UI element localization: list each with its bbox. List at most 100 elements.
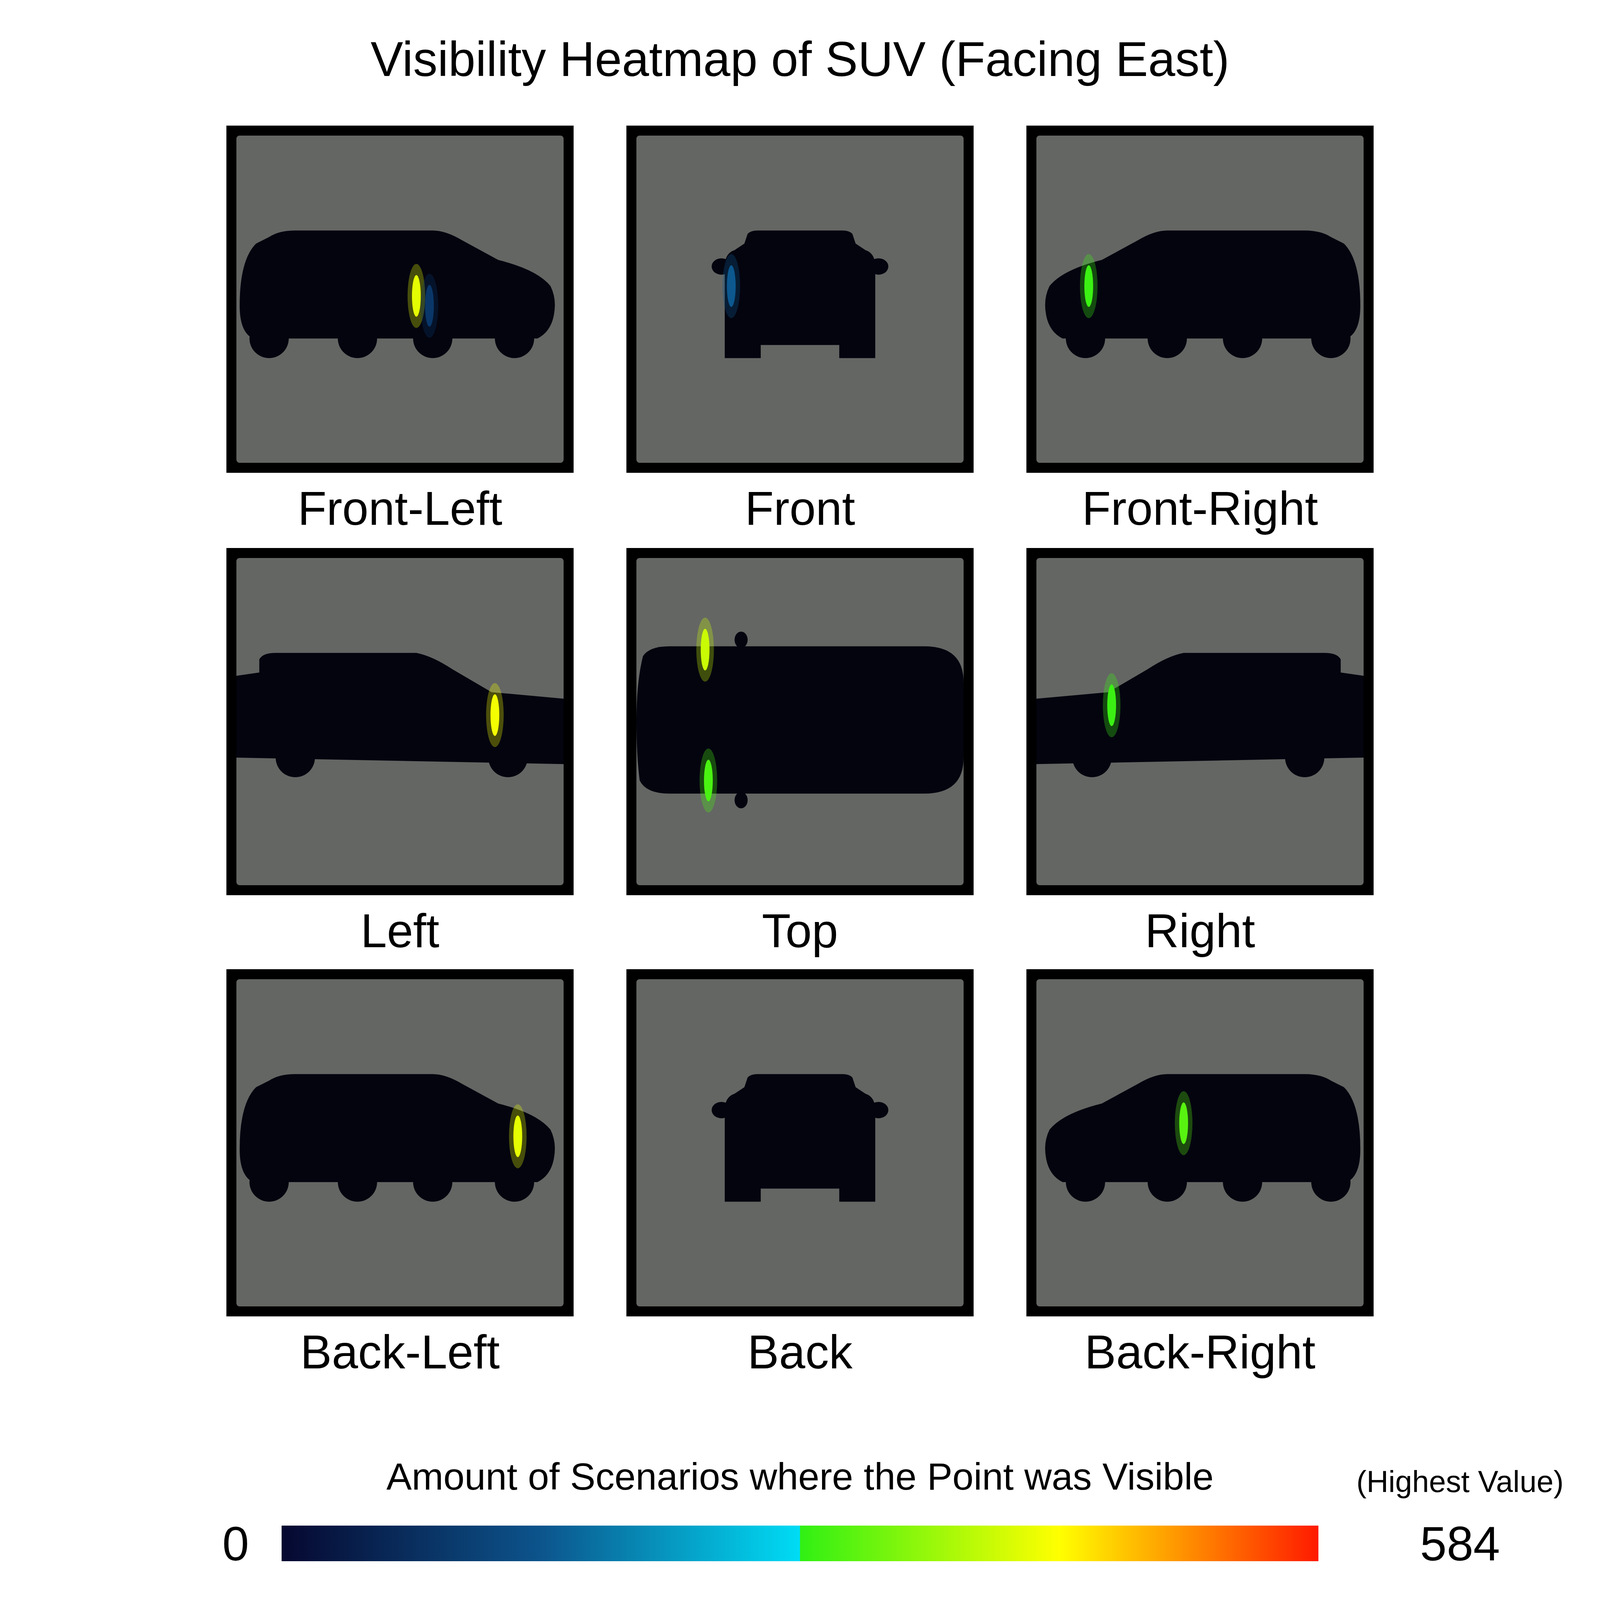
figure: Visibility Heatmap of SUV (Facing East) F… xyxy=(0,0,1600,1600)
car xyxy=(711,230,889,358)
panel-frame xyxy=(226,548,574,896)
wheel xyxy=(1147,318,1187,358)
wheel xyxy=(1222,1162,1262,1202)
hotspot-glow xyxy=(699,748,718,813)
panel-label: Back-Left xyxy=(300,1325,500,1379)
panel-content xyxy=(636,617,964,813)
wheel xyxy=(338,318,378,358)
panel xyxy=(1026,548,1374,896)
panel-background xyxy=(1036,558,1364,886)
car xyxy=(239,1074,555,1202)
hotspot xyxy=(1107,684,1116,726)
wheel xyxy=(1285,738,1325,778)
hotspot-glow xyxy=(1174,1091,1193,1156)
panel-label: Back-Right xyxy=(1084,1325,1316,1379)
panel-content xyxy=(239,1074,555,1202)
hotspot-glow xyxy=(696,617,714,682)
wheel xyxy=(1066,318,1106,358)
panel-label: Left xyxy=(360,904,440,958)
wheel xyxy=(494,318,534,358)
hotspot-glow xyxy=(722,254,740,318)
wheel xyxy=(249,1162,289,1202)
panel xyxy=(626,969,974,1317)
panel-background xyxy=(236,558,564,886)
mirror xyxy=(734,631,748,648)
panel-frame xyxy=(226,969,574,1317)
car xyxy=(239,230,555,358)
panel-background xyxy=(636,558,964,886)
colorbar xyxy=(281,1525,1319,1562)
car xyxy=(1045,1074,1361,1202)
hotspot xyxy=(704,759,713,802)
panel-content xyxy=(236,652,564,778)
hotspot xyxy=(1179,1102,1188,1144)
car-body xyxy=(724,1074,876,1202)
wheel xyxy=(249,318,289,358)
panel-content xyxy=(239,230,555,358)
panel-frame xyxy=(626,548,974,896)
mirror xyxy=(868,1102,889,1119)
panel-background xyxy=(1036,135,1364,463)
wheel xyxy=(494,1162,534,1202)
panel-label: Front-Right xyxy=(1082,482,1318,535)
wheel xyxy=(338,1162,378,1202)
panel xyxy=(226,969,574,1317)
panel xyxy=(226,125,574,473)
panel-frame xyxy=(226,125,574,473)
panel-frame xyxy=(1026,125,1374,473)
hotspot xyxy=(513,1115,522,1158)
wheel xyxy=(1066,1162,1106,1202)
car xyxy=(1036,652,1364,778)
title: Visibility Heatmap of SUV (Facing East) xyxy=(370,32,1230,87)
car-mirrored xyxy=(1045,230,1361,358)
panel-frame xyxy=(626,125,974,473)
colorbar-note: (Highest Value) xyxy=(1356,1464,1564,1499)
panel-label: Right xyxy=(1144,904,1255,958)
hotspot xyxy=(1084,265,1094,307)
wheel xyxy=(1311,1162,1351,1202)
hotspot-glow xyxy=(1080,254,1098,318)
hotspot-glow xyxy=(1102,673,1121,738)
panel-label: Back xyxy=(747,1325,853,1379)
panel-frame xyxy=(626,969,974,1317)
mirror xyxy=(868,258,889,275)
panel-background xyxy=(236,979,564,1307)
wheel xyxy=(1222,318,1262,358)
wheel xyxy=(1147,1162,1187,1202)
wheel xyxy=(1311,318,1351,358)
car xyxy=(636,631,964,809)
car-mirrored xyxy=(1045,1074,1361,1202)
wheel xyxy=(413,1162,453,1202)
panel-content xyxy=(1045,230,1361,358)
car-body xyxy=(724,230,876,358)
panel-content xyxy=(711,230,889,358)
hotspot xyxy=(490,694,500,736)
hotspot xyxy=(425,284,434,327)
panel-background xyxy=(236,135,564,463)
hotspot-glow xyxy=(508,1104,527,1169)
panel-label: Front xyxy=(744,482,855,535)
wheel xyxy=(1072,738,1112,778)
panel xyxy=(226,548,574,896)
panel-background xyxy=(636,979,964,1307)
panel-frame xyxy=(1026,969,1374,1317)
mirror xyxy=(734,792,748,809)
hotspot-glow xyxy=(420,273,439,338)
panel-label: Top xyxy=(762,904,838,958)
panel-content xyxy=(1045,1074,1361,1202)
car-body xyxy=(636,646,964,794)
panel-content xyxy=(1036,652,1364,778)
hotspot-glow xyxy=(486,683,504,748)
panel-frame xyxy=(1026,548,1374,896)
panel xyxy=(626,125,974,473)
wheel xyxy=(275,738,315,778)
panel-label: Front-Left xyxy=(297,482,503,535)
car-mirrored xyxy=(1036,652,1364,778)
panel xyxy=(1026,125,1374,473)
mirror xyxy=(711,1102,732,1119)
hotspot xyxy=(700,628,710,671)
car xyxy=(1045,230,1361,358)
colorbar-label: Amount of Scenarios where the Point was … xyxy=(386,1455,1214,1498)
hotspot xyxy=(726,265,736,307)
car xyxy=(711,1074,889,1202)
